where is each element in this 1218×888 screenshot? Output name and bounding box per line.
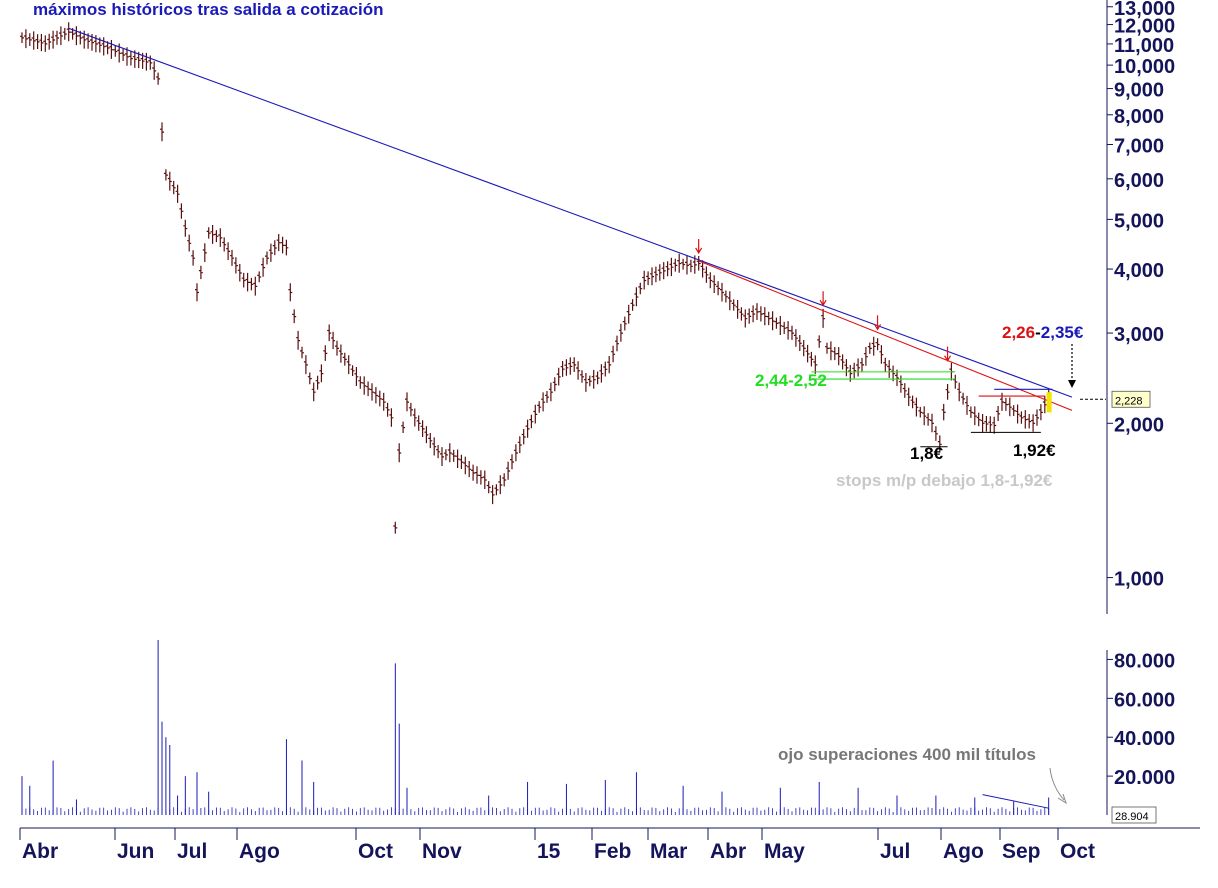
price-tick-label: 5,000 [1114, 210, 1164, 232]
price-tick-label: 10,000 [1114, 56, 1175, 78]
x-tick-label: Abr [22, 840, 58, 863]
x-tick-label: May [764, 840, 805, 863]
price-bars [20, 22, 1051, 534]
last-volume-label: 28.904 [1115, 811, 1149, 823]
price-tick-label: 3,000 [1114, 324, 1164, 346]
volume-tick-label: 20.000 [1114, 767, 1175, 789]
x-tick-label: Sep [1002, 840, 1041, 863]
last-price-label: 2,228 [1115, 395, 1143, 407]
x-tick-label: Jun [117, 840, 154, 863]
x-tick-label: Mar [650, 840, 687, 863]
support-low-label: 1,8€ [910, 444, 944, 463]
x-tick-label: 15 [537, 840, 561, 863]
trendline [68, 27, 1073, 398]
volume-note-arrow [1049, 767, 1065, 801]
support-high-label: 1,92€ [1013, 441, 1056, 460]
level-dash: - [1035, 323, 1041, 342]
x-tick-label: Feb [594, 840, 631, 863]
axes: 1,000 2,000 3,000 4,000 5,000 6,000 7,000 8,000… [19, 0, 1200, 863]
red-marker-arrow [874, 315, 882, 331]
red-marker-arrow [944, 346, 952, 362]
price-tick-label: 12,000 [1114, 16, 1175, 38]
volume-tick-label: 40.000 [1114, 728, 1175, 750]
x-tick-label: Ago [943, 840, 984, 863]
price-tick-label: 4,000 [1114, 260, 1164, 282]
price-tick-label: 11,000 [1114, 35, 1174, 57]
red-marker-arrow [819, 291, 827, 307]
x-tick-label: Oct [358, 840, 393, 863]
x-tick-label: Nov [422, 840, 462, 863]
price-tick-label: 9,000 [1114, 80, 1164, 102]
chart-title: máximos históricos tras salida a cotizac… [33, 0, 384, 19]
price-tick-label: 2,000 [1114, 414, 1164, 436]
volume-panel [21, 640, 1050, 815]
volume-note-arrow-head [1057, 793, 1067, 805]
volume-base [21, 807, 1050, 815]
last-bar [1046, 392, 1052, 413]
x-tick-label: Abr [710, 840, 746, 863]
price-tick-label: 6,000 [1114, 170, 1164, 192]
x-tick-label: Jul [880, 840, 910, 863]
x-tick-label: Oct [1060, 840, 1095, 863]
breakout-levels-label: 2,26-2,35€ [1002, 323, 1084, 342]
last-price-box [1111, 390, 1151, 408]
price-tick-label: 8,000 [1114, 106, 1164, 128]
annotations: 2,26-2,35€ 2,44-2,52 1,8€ 1,92€ stops m/p de… [755, 323, 1084, 805]
green-range-label: 2,44-2,52 [755, 371, 827, 390]
volume-note: ojo superaciones 400 mil títulos [778, 745, 1036, 764]
price-panel [20, 22, 1076, 534]
price-tick-label: 1,000 [1114, 569, 1164, 591]
stops-note: stops m/p debajo 1,8-1,92€ [836, 471, 1053, 490]
price-tick-label: 7,000 [1114, 136, 1164, 158]
blue-level: 2,35€ [1041, 323, 1084, 342]
volume-tick-label: 60.000 [1114, 689, 1175, 711]
red-marker-arrow [695, 238, 703, 255]
breakout-arrow-head [1068, 380, 1076, 388]
red-level: 2,26 [1002, 323, 1035, 342]
volume-trendline [982, 794, 1049, 809]
price-tick-label: 13,000 [1114, 0, 1175, 20]
x-tick-label: Jul [177, 840, 207, 863]
trendline [698, 260, 1073, 411]
x-tick-label: Ago [239, 840, 280, 863]
last-volume-box [1111, 806, 1157, 824]
volume-tick-label: 80.000 [1114, 650, 1175, 672]
